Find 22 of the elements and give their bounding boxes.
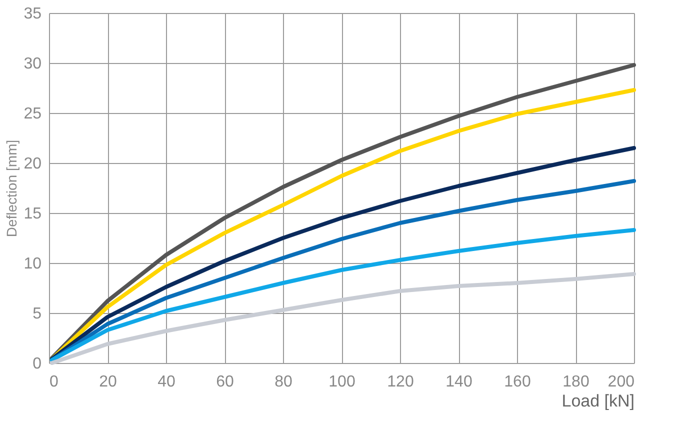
x-tick-label: 20	[99, 374, 117, 390]
y-tick-label: 5	[32, 306, 42, 322]
x-tick-label: 140	[446, 374, 472, 390]
y-tick-label: 10	[24, 256, 42, 272]
x-tick-label: 100	[328, 374, 356, 390]
x-tick-label: 0	[50, 374, 58, 390]
y-tick-label: 35	[24, 6, 42, 22]
x-axis-title: Load [kN]	[562, 392, 634, 410]
y-tick-label: 20	[24, 156, 42, 172]
y-tick-label: 25	[24, 106, 42, 122]
x-tick-label: 60	[216, 374, 234, 390]
x-tick-label: 40	[158, 374, 176, 390]
y-tick-label: 0	[32, 356, 42, 372]
x-tick-label: 200	[608, 374, 635, 390]
y-tick-label: 15	[24, 206, 42, 222]
x-tick-label: 80	[274, 374, 292, 390]
line-series	[50, 146, 636, 361]
y-axis-title: Deflection [mm]	[4, 140, 20, 238]
x-tick-label: 120	[387, 374, 414, 390]
x-tick-label: 180	[562, 374, 590, 390]
y-tick-label: 30	[24, 56, 42, 72]
x-tick-label: 160	[504, 374, 531, 390]
